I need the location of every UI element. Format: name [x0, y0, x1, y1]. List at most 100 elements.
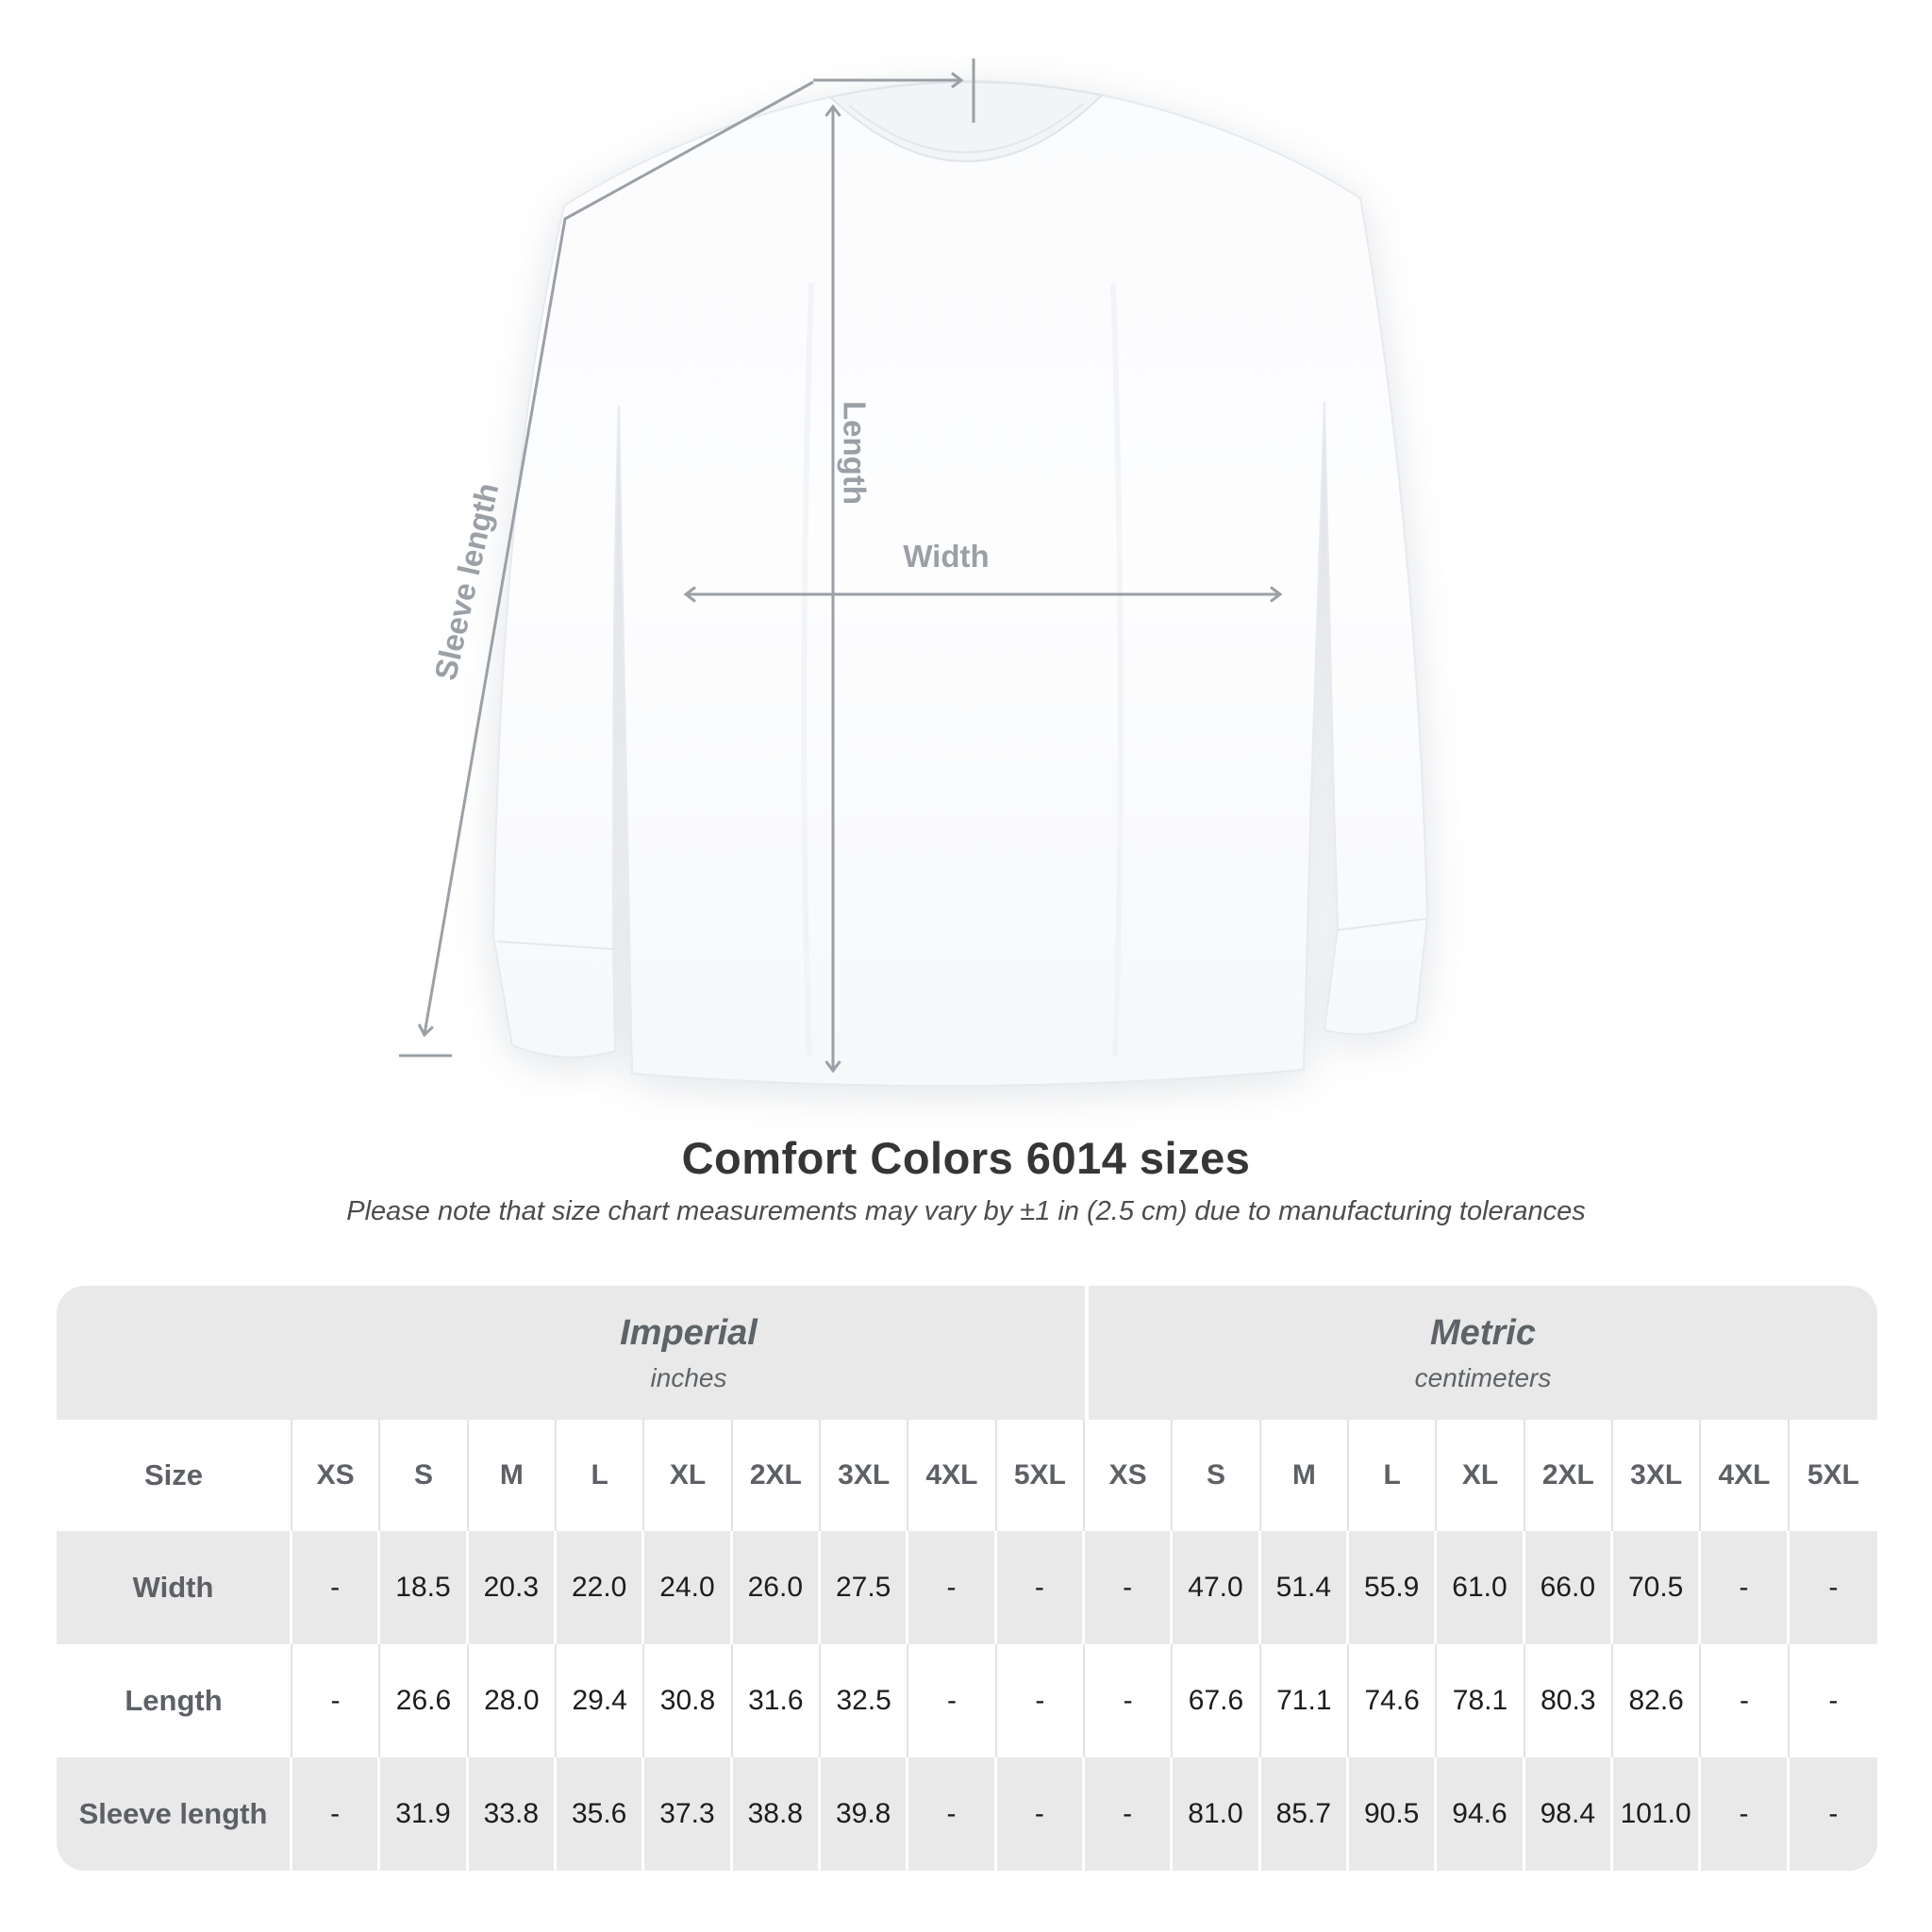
imperial-value: 39.8 [821, 1757, 909, 1871]
metric-value: 81.0 [1173, 1757, 1261, 1871]
metric-value: 74.6 [1349, 1644, 1438, 1757]
metric-value: 67.6 [1173, 1644, 1261, 1757]
metric-value: - [1085, 1644, 1174, 1757]
row-label: Sleeve length [57, 1757, 292, 1871]
size-header-metric-xl: XL [1437, 1420, 1525, 1531]
metric-value: 94.6 [1437, 1757, 1525, 1871]
imperial-header: Imperial inches [292, 1286, 1085, 1420]
imperial-value: 26.0 [733, 1531, 821, 1644]
right-cuff-seam [1337, 918, 1426, 931]
unit-header-row: Imperial inches Metric centimeters [57, 1286, 1877, 1420]
metric-value: - [1701, 1757, 1790, 1871]
tolerance-note: Please note that size chart measurements… [346, 1196, 1586, 1226]
size-header-metric-s: S [1173, 1420, 1261, 1531]
metric-value: 85.7 [1261, 1757, 1349, 1871]
metric-value: 51.4 [1261, 1531, 1349, 1644]
imperial-value: - [292, 1644, 381, 1757]
imperial-value: 31.9 [380, 1757, 469, 1871]
metric-value: 80.3 [1525, 1644, 1613, 1757]
metric-value: - [1085, 1757, 1174, 1871]
metric-value: - [1828, 1798, 1839, 1829]
metric-value: 98.4 [1525, 1757, 1613, 1871]
shirt-body [491, 80, 1429, 1088]
imperial-value: - [997, 1757, 1085, 1871]
size-table-rows: Size XS S M L XL 2XL 3XL 4XL 5XL XS S M L XL 2XL 3XL 4XL 5… [57, 1420, 1877, 1871]
size-header-imperial-5xl: 5XL [997, 1420, 1085, 1531]
metric-value: 61.0 [1437, 1531, 1525, 1644]
metric-value: 55.9 [1349, 1531, 1438, 1644]
size-header-imperial-xs: XS [292, 1420, 381, 1531]
metric-value: - [1828, 1572, 1839, 1603]
unit-header-spacer [57, 1286, 292, 1420]
metric-value: 78.1 [1437, 1644, 1525, 1757]
collar-rib-seam [848, 103, 1084, 154]
imperial-header-name: Imperial [620, 1312, 758, 1353]
size-header-imperial-m: M [469, 1420, 557, 1531]
imperial-value: - [292, 1531, 381, 1644]
width-label: Width [903, 539, 989, 574]
metric-value: - [1701, 1531, 1790, 1644]
metric-value: - [1701, 1644, 1790, 1757]
imperial-value: - [908, 1531, 997, 1644]
metric-value: - [1085, 1531, 1174, 1644]
fold-hint [1110, 282, 1124, 1058]
imperial-value: 30.8 [644, 1644, 733, 1757]
metric-value: - [1828, 1685, 1839, 1716]
sleeve-length-label: Sleeve length [427, 480, 505, 684]
size-header-imperial-l: L [557, 1420, 645, 1531]
size-header-metric-l: L [1349, 1420, 1438, 1531]
size-header-metric-5xl: 5XL [1807, 1459, 1859, 1491]
imperial-value: 35.6 [557, 1757, 645, 1871]
metric-header-unit: centimeters [1414, 1362, 1552, 1392]
length-label: Length [837, 401, 872, 505]
metric-header-name: Metric [1430, 1312, 1536, 1353]
size-header-imperial-s: S [380, 1420, 469, 1531]
size-header-metric-xs: XS [1085, 1420, 1174, 1531]
imperial-value: 18.5 [380, 1531, 469, 1644]
imperial-value: 22.0 [557, 1531, 645, 1644]
imperial-value: - [997, 1644, 1085, 1757]
imperial-value: 29.4 [557, 1644, 645, 1757]
measurement-row-width: Width -18.5 20.3 22.0 24.0 26.0 27.5- - -47.0 51.… [57, 1531, 1877, 1644]
size-header-metric-2xl: 2XL [1525, 1420, 1613, 1531]
size-header-imperial-3xl: 3XL [821, 1420, 909, 1531]
size-table: Imperial inches Metric centimeters Size X… [57, 1286, 1877, 1871]
metric-header: Metric centimeters [1085, 1286, 1877, 1420]
size-column-header: Size [57, 1420, 292, 1531]
size-header-imperial-xl: XL [644, 1420, 733, 1531]
size-header-imperial-2xl: 2XL [733, 1420, 821, 1531]
metric-value: 90.5 [1349, 1757, 1438, 1871]
measurement-row-length: Length -26.6 28.0 29.4 30.8 31.6 32.5- - -67.6 71… [57, 1644, 1877, 1757]
imperial-value: 27.5 [821, 1531, 909, 1644]
imperial-value: 24.0 [644, 1531, 733, 1644]
imperial-value: 20.3 [469, 1531, 557, 1644]
size-header-metric-4xl: 4XL [1701, 1420, 1790, 1531]
size-header-row: Size XS S M L XL 2XL 3XL 4XL 5XL XS S M L XL 2XL 3XL 4XL 5… [57, 1420, 1877, 1531]
shirt-illustration [491, 80, 1429, 1088]
metric-value: 101.0 [1613, 1757, 1702, 1871]
measurement-row-sleeve-length: Sleeve length -31.9 33.8 35.6 37.3 38.8 39.8- -… [57, 1757, 1877, 1871]
shirt-measurement-diagram: Length Width Sleeve length [399, 58, 1429, 1088]
row-label: Length [57, 1644, 292, 1757]
row-label: Width [57, 1531, 292, 1644]
imperial-value: 28.0 [469, 1644, 557, 1757]
imperial-value: - [997, 1531, 1085, 1644]
imperial-value: - [908, 1644, 997, 1757]
fold-hint [801, 282, 814, 1058]
measurement-lines [399, 58, 1283, 1074]
size-header-imperial-4xl: 4XL [908, 1420, 997, 1531]
collar [827, 81, 1105, 162]
imperial-value: 33.8 [469, 1757, 557, 1871]
imperial-value: 38.8 [733, 1757, 821, 1871]
imperial-value: - [908, 1757, 997, 1871]
imperial-value: 31.6 [733, 1644, 821, 1757]
left-cuff-seam [496, 941, 614, 950]
metric-value: 47.0 [1173, 1531, 1261, 1644]
metric-value: 70.5 [1613, 1531, 1702, 1644]
imperial-header-unit: inches [650, 1362, 727, 1392]
imperial-value: 32.5 [821, 1644, 909, 1757]
size-header-metric-m: M [1261, 1420, 1349, 1531]
imperial-value: - [292, 1757, 381, 1871]
imperial-value: 26.6 [380, 1644, 469, 1757]
